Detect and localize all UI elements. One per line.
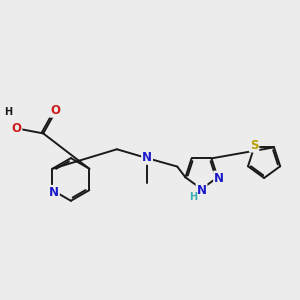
Text: S: S	[250, 139, 258, 152]
Text: N: N	[214, 172, 224, 184]
Text: H: H	[4, 107, 12, 118]
Text: O: O	[50, 104, 60, 117]
Text: H: H	[189, 192, 197, 202]
Text: N: N	[196, 184, 206, 197]
Text: N: N	[49, 186, 59, 199]
Text: N: N	[142, 151, 152, 164]
Text: O: O	[11, 122, 21, 135]
